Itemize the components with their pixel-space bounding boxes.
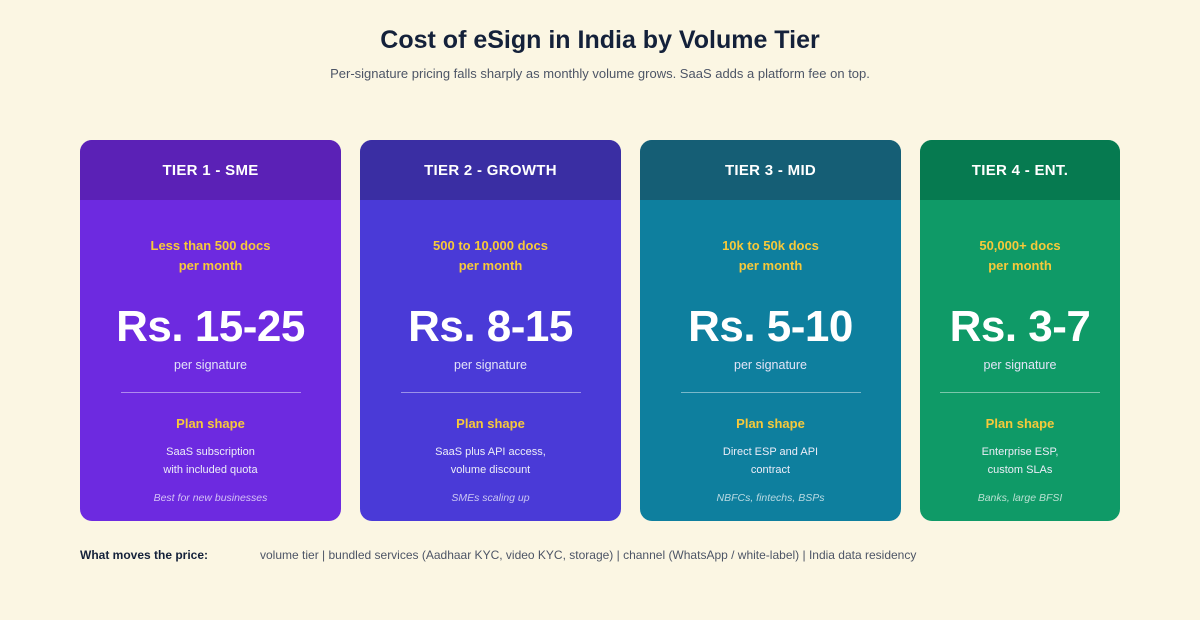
tier-volume-line: per month [988,258,1052,273]
tier-volume-line: 50,000+ docs [979,238,1061,253]
tier-best-for: Banks, large BFSI [977,492,1063,504]
tier-best-for: SMEs scaling up [451,492,530,504]
tier-volume-line: per month [738,258,803,273]
tier-divider [120,392,301,393]
tier-volume-line: per month [178,258,243,273]
price-factors-label: What moves the price: [80,548,209,562]
tier-plan-line: volume discount [450,464,531,476]
tier-volume: 10k to 50k docs per month [640,236,901,276]
tier-plan-label: Plan shape [176,416,245,431]
tier-plan-line: with included quota [163,464,258,476]
tier-plan-line: custom SLAs [987,464,1053,476]
page-subtitle: Per-signature pricing falls sharply as m… [330,66,870,81]
tier-card-1: TIER 1 - SME Less than 500 docs per mont… [80,140,341,521]
tier-plan-description: Direct ESP and API contract [640,443,901,479]
tier-volume-line: 10k to 50k docs [722,238,819,253]
tier-header: TIER 3 - MID [640,140,901,200]
tier-card-4: TIER 4 - ENT. 50,000+ docs per month Rs.… [920,140,1120,521]
tier-price-unit: per signature [983,358,1057,372]
tier-price: Rs. 3-7 [949,302,1091,351]
tier-header: TIER 4 - ENT. [920,140,1120,200]
price-factors-list: volume tier | bundled services (Aadhaar … [260,548,917,562]
tier-volume: 50,000+ docs per month [920,236,1120,276]
tier-plan-label: Plan shape [736,416,805,431]
tier-plan-line: Direct ESP and API [722,446,819,458]
tier-price: Rs. 8-15 [408,302,573,351]
tier-plan-description: SaaS plus API access, volume discount [360,443,621,479]
tier-plan-label: Plan shape [985,416,1055,431]
tier-volume-line: 500 to 10,000 docs [433,238,548,253]
tier-volume: Less than 500 docs per month [80,236,341,276]
tier-price: Rs. 15-25 [116,302,305,351]
tier-best-for: Best for new businesses [153,492,268,504]
tier-price: Rs. 5-10 [688,302,853,351]
tier-plan-line: SaaS subscription [166,446,255,458]
tier-divider [940,392,1100,393]
tier-card-2: TIER 2 - GROWTH 500 to 10,000 docs per m… [360,140,621,521]
tier-plan-description: SaaS subscription with included quota [80,443,341,479]
tier-plan-line: Enterprise ESP, [981,446,1059,458]
tier-volume-line: Less than 500 docs [150,238,271,253]
tier-plan-line: SaaS plus API access, [435,446,546,458]
tier-price-unit: per signature [734,358,807,372]
tier-volume: 500 to 10,000 docs per month [360,236,621,276]
tier-plan-description: Enterprise ESP, custom SLAs [920,443,1120,479]
tier-plan-line: contract [750,464,791,476]
page-title: Cost of eSign in India by Volume Tier [380,26,820,54]
tier-card-3: TIER 3 - MID 10k to 50k docs per month R… [640,140,901,521]
tier-cards: TIER 1 - SME Less than 500 docs per mont… [80,140,1120,521]
tier-plan-label: Plan shape [456,416,525,431]
tier-divider [400,392,581,393]
tier-best-for: NBFCs, fintechs, BSPs [716,492,825,504]
tier-header: TIER 2 - GROWTH [360,140,621,200]
tier-divider [680,392,861,393]
tier-header: TIER 1 - SME [80,140,341,200]
tier-volume-line: per month [458,258,523,273]
tier-price-unit: per signature [454,358,527,372]
tier-price-unit: per signature [174,358,247,372]
